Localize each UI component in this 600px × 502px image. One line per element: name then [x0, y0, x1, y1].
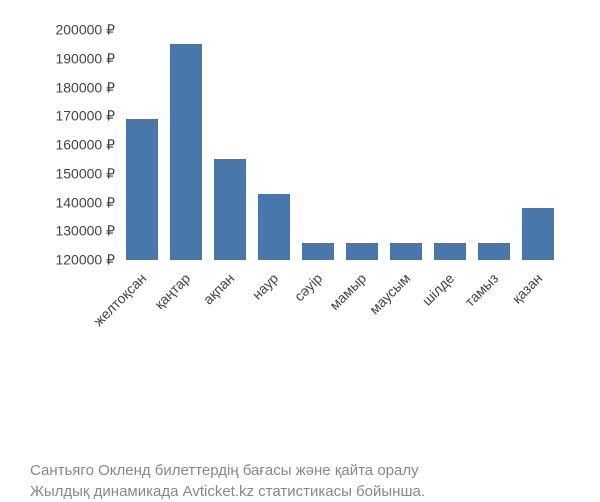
y-tick-label: 180000 ₽ — [30, 79, 115, 96]
y-tick-label: 170000 ₽ — [30, 108, 115, 125]
bar — [258, 194, 290, 260]
chart-caption: Сантьяго Окленд билеттердің бағасы және … — [30, 460, 570, 502]
bar — [522, 208, 554, 260]
x-tick-label: маусым — [366, 270, 413, 317]
y-tick-label: 200000 ₽ — [30, 22, 115, 39]
bar — [170, 44, 202, 260]
x-tick-label: қаңтар — [151, 270, 193, 312]
y-tick-label: 120000 ₽ — [30, 252, 115, 269]
y-tick-label: 130000 ₽ — [30, 223, 115, 240]
x-tick-label: қазан — [509, 270, 546, 307]
bar — [346, 243, 378, 260]
bar — [302, 243, 334, 260]
caption-line-1: Сантьяго Окленд билеттердің бағасы және … — [30, 460, 570, 481]
x-tick-label: тамыз — [462, 270, 502, 310]
bar — [478, 243, 510, 260]
x-tick-label: желтоқсан — [90, 270, 149, 329]
plot-area — [120, 30, 560, 260]
caption-line-2: Жылдық динамикада Avticket.kz статистика… — [30, 481, 570, 502]
x-tick-label: мамыр — [326, 270, 369, 313]
bar — [390, 243, 422, 260]
x-tick-label: сәуір — [291, 270, 325, 304]
bar — [214, 159, 246, 260]
x-tick-label: ақпан — [200, 270, 237, 307]
y-tick-label: 160000 ₽ — [30, 137, 115, 154]
price-chart: 120000 ₽ 130000 ₽ 140000 ₽ 150000 ₽ 160000 ₽… — [30, 20, 570, 340]
x-tick-label: наур — [249, 270, 282, 303]
y-tick-label: 150000 ₽ — [30, 165, 115, 182]
y-tick-label: 190000 ₽ — [30, 50, 115, 67]
bar — [434, 243, 466, 260]
x-tick-label: шілде — [419, 270, 458, 309]
y-tick-label: 140000 ₽ — [30, 194, 115, 211]
bar — [126, 119, 158, 260]
